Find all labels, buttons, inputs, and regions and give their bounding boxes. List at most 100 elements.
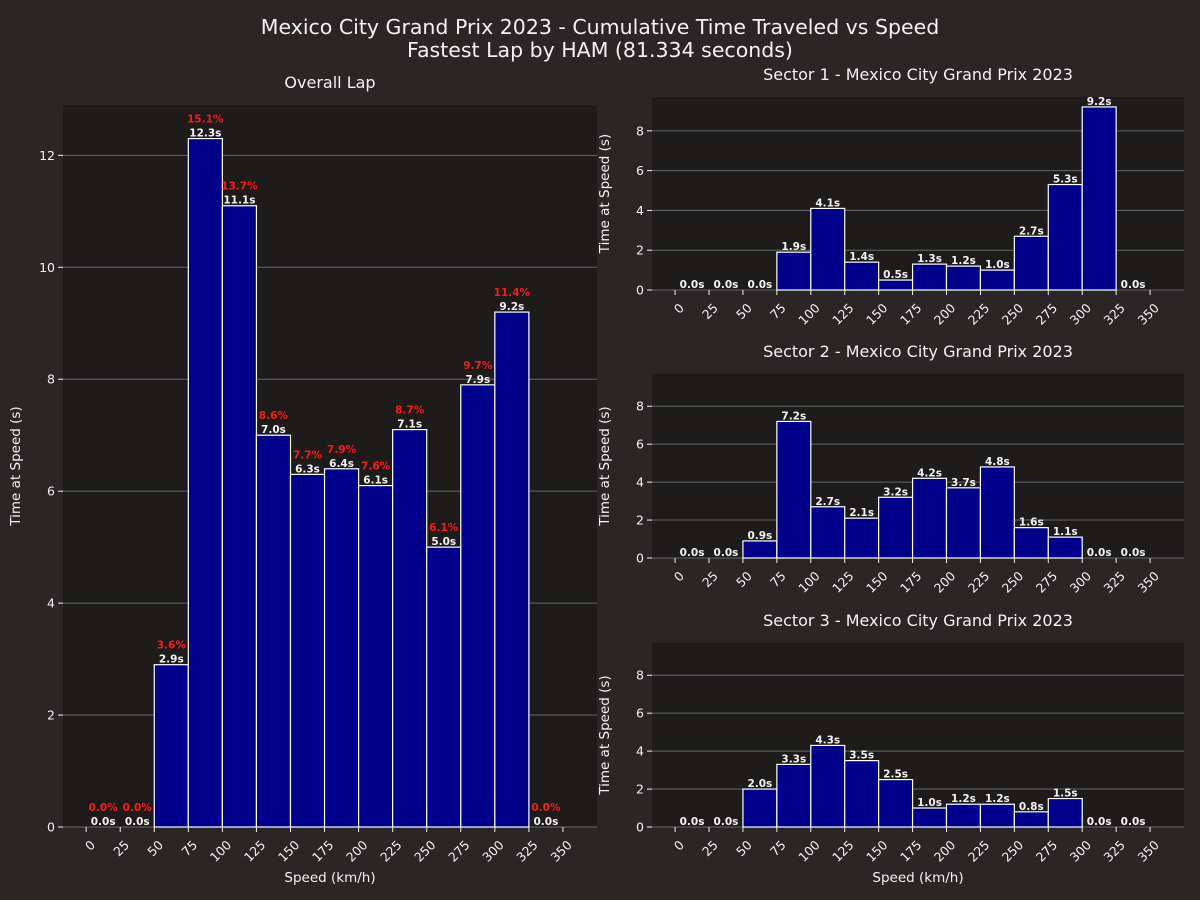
y-tick-label: 0 bbox=[636, 283, 644, 298]
bar-value-label: 0.0s bbox=[91, 816, 116, 828]
bar bbox=[810, 506, 846, 559]
bar-value-label: 9.2s bbox=[1087, 96, 1112, 108]
bar bbox=[426, 546, 462, 828]
y-tick-label: 0 bbox=[47, 820, 55, 835]
bar-value-label: 0.5s bbox=[883, 269, 908, 281]
bar bbox=[911, 263, 948, 291]
bar-value-label: 4.1s bbox=[815, 197, 840, 209]
y-tick-label: 2 bbox=[47, 708, 55, 723]
bar-value-label: 1.2s bbox=[951, 793, 976, 805]
bar bbox=[844, 760, 880, 828]
bar-value-label: 2.7s bbox=[1019, 225, 1044, 237]
x-axis-label: Speed (km/h) bbox=[284, 870, 375, 886]
bar-percent-label: 8.6% bbox=[259, 410, 289, 422]
bar-value-label: 1.0s bbox=[985, 259, 1010, 271]
bar-value-label: 1.5s bbox=[1053, 788, 1078, 800]
bar bbox=[1047, 797, 1083, 828]
bar bbox=[289, 473, 326, 828]
y-axis-label: Time at Speed (s) bbox=[597, 675, 613, 795]
bar-value-label: 0.0s bbox=[714, 547, 739, 559]
bar-value-label: 1.9s bbox=[781, 241, 806, 253]
bar-value-label: 4.8s bbox=[985, 456, 1010, 468]
y-tick-label: 4 bbox=[636, 203, 644, 218]
y-tick-label: 12 bbox=[39, 148, 55, 163]
bar-percent-label: 7.9% bbox=[327, 444, 357, 456]
bar-value-label: 4.3s bbox=[815, 734, 840, 746]
bar bbox=[742, 540, 778, 559]
chart-title: Sector 2 - Mexico City Grand Prix 2023 bbox=[763, 342, 1073, 361]
y-axis-label: Time at Speed (s) bbox=[8, 406, 24, 526]
bar-percent-label: 0.0% bbox=[123, 802, 153, 814]
y-tick-label: 2 bbox=[636, 513, 644, 528]
y-tick-label: 8 bbox=[636, 399, 644, 414]
bar bbox=[776, 251, 812, 291]
bar bbox=[878, 778, 914, 828]
bar bbox=[255, 434, 292, 828]
bar bbox=[810, 744, 846, 828]
bar-value-label: 2.5s bbox=[883, 769, 908, 781]
bar-value-label: 2.9s bbox=[159, 654, 184, 666]
bar-value-label: 1.1s bbox=[1053, 526, 1078, 538]
y-axis-label: Time at Speed (s) bbox=[597, 134, 613, 254]
bar-percent-label: 13.7% bbox=[221, 181, 258, 193]
bar-value-label: 0.0s bbox=[533, 816, 558, 828]
bar-value-label: 2.7s bbox=[815, 496, 840, 508]
bar-value-label: 0.0s bbox=[680, 816, 705, 828]
x-axis-label: Speed (km/h) bbox=[872, 870, 963, 886]
bar bbox=[945, 265, 982, 291]
y-tick-label: 4 bbox=[47, 596, 55, 611]
bar-value-label: 1.6s bbox=[1019, 517, 1044, 529]
y-tick-label: 4 bbox=[636, 744, 644, 759]
bar-percent-label: 7.6% bbox=[361, 461, 391, 473]
bar bbox=[911, 477, 948, 559]
y-tick-label: 8 bbox=[636, 123, 644, 138]
bar-value-label: 0.0s bbox=[714, 816, 739, 828]
bar-value-label: 1.4s bbox=[849, 251, 874, 263]
bar bbox=[392, 429, 428, 828]
y-tick-label: 10 bbox=[39, 260, 55, 275]
bar bbox=[742, 788, 778, 828]
bar bbox=[494, 311, 530, 828]
bar-percent-label: 7.7% bbox=[293, 449, 323, 461]
bar-percent-label: 11.4% bbox=[494, 287, 531, 299]
bar-value-label: 7.0s bbox=[261, 424, 286, 436]
bar bbox=[979, 466, 1015, 559]
bar bbox=[1081, 106, 1117, 291]
bar bbox=[323, 468, 360, 828]
y-tick-label: 2 bbox=[636, 782, 644, 797]
chart-title: Sector 3 - Mexico City Grand Prix 2023 bbox=[763, 611, 1073, 630]
bar-value-label: 0.0s bbox=[1087, 547, 1112, 559]
bar-value-label: 2.0s bbox=[747, 778, 772, 790]
bar-value-label: 9.2s bbox=[499, 301, 524, 313]
bar-value-label: 3.2s bbox=[883, 486, 908, 498]
bar-value-label: 0.0s bbox=[1087, 816, 1112, 828]
chart-sector2: 0 2 4 6 8 0.0s 0.0s 0.9s 7.2s 2.7s 2.1s 3.2s 4.2s 3.7… bbox=[597, 342, 1184, 596]
bar-value-label: 0.0s bbox=[125, 816, 150, 828]
bar bbox=[221, 205, 258, 828]
bar-percent-label: 3.6% bbox=[157, 640, 187, 652]
bar-value-label: 3.7s bbox=[951, 477, 976, 489]
y-tick-label: 8 bbox=[636, 668, 644, 683]
bar-value-label: 0.0s bbox=[680, 547, 705, 559]
bar-value-label: 0.0s bbox=[1121, 279, 1146, 291]
bar bbox=[1013, 235, 1049, 291]
bar-value-label: 3.3s bbox=[781, 753, 806, 765]
bar-value-label: 0.8s bbox=[1019, 801, 1044, 813]
y-tick-label: 6 bbox=[636, 706, 644, 721]
bar-value-label: 6.4s bbox=[329, 458, 354, 470]
bar-value-label: 1.0s bbox=[917, 797, 942, 809]
bar-value-label: 7.1s bbox=[397, 419, 422, 431]
bar bbox=[358, 484, 394, 828]
bar-percent-label: 0.0% bbox=[89, 802, 119, 814]
bar bbox=[844, 261, 880, 291]
bar-value-label: 5.0s bbox=[431, 536, 456, 548]
bar-percent-label: 9.7% bbox=[463, 360, 493, 372]
bar-percent-label: 0.0% bbox=[531, 802, 561, 814]
bar bbox=[979, 803, 1015, 828]
bar-value-label: 0.0s bbox=[1121, 816, 1146, 828]
bar-value-label: 0.0s bbox=[1121, 547, 1146, 559]
figure-title: Mexico City Grand Prix 2023 - Cumulative… bbox=[261, 15, 939, 39]
bar-value-label: 1.2s bbox=[985, 793, 1010, 805]
bar-value-label: 3.5s bbox=[849, 750, 874, 762]
bar bbox=[878, 496, 914, 559]
